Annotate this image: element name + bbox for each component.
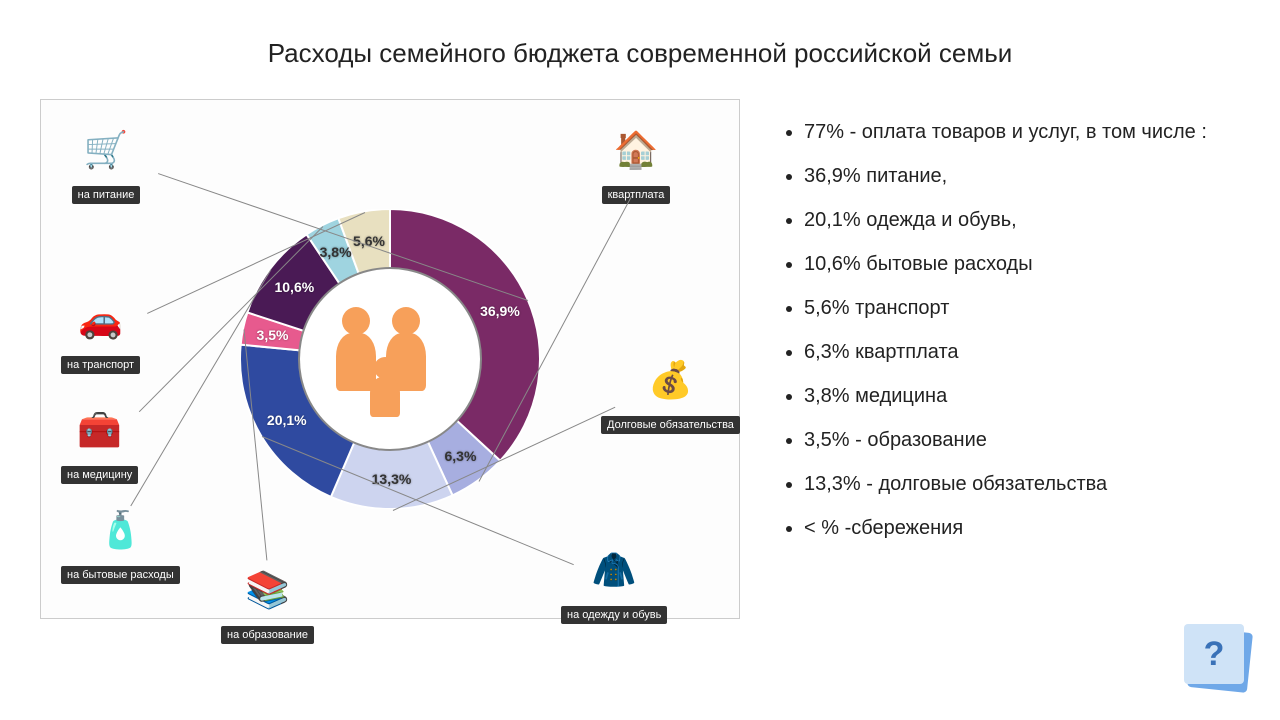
callout-label-food: на питание	[72, 186, 141, 204]
list-item: 36,9% питание,	[804, 163, 1240, 189]
callout-education: 📚 на образование	[221, 560, 314, 644]
list-item: 10,6% бытовые расходы	[804, 251, 1240, 277]
callout-medicine: 🧰 на медицину	[61, 400, 138, 484]
rent-icon: 🏠	[601, 120, 671, 180]
help-button[interactable]: ?	[1178, 618, 1250, 690]
segment-label-household: 10,6%	[274, 279, 314, 295]
donut-center	[300, 269, 480, 449]
segment-label-medicine: 3,8%	[320, 244, 352, 260]
callout-label-clothes: на одежду и обувь	[561, 606, 667, 624]
callout-label-household: на бытовые расходы	[61, 566, 180, 584]
callout-rent: 🏠 квартплата	[601, 120, 671, 204]
callout-debt: 💰 Долговые обязательства	[601, 350, 740, 434]
list-item: 20,1% одежда и обувь,	[804, 207, 1240, 233]
clothes-icon: 🧥	[579, 540, 649, 600]
list-item: 77% - оплата товаров и услуг, в том числ…	[804, 119, 1240, 145]
callout-label-debt: Долговые обязательства	[601, 416, 740, 434]
list-item: 3,5% - образование	[804, 427, 1240, 453]
callout-label-rent: квартплата	[602, 186, 671, 204]
expense-list: 77% - оплата товаров и услуг, в том числ…	[740, 99, 1240, 619]
segment-label-food: 36,9%	[480, 303, 520, 319]
segment-label-rent: 6,3%	[445, 448, 477, 464]
list-item: 5,6% транспорт	[804, 295, 1240, 321]
callout-household: 🧴 на бытовые расходы	[61, 500, 180, 584]
transport-icon: 🚗	[66, 290, 136, 350]
content-row: 36,9%6,3%13,3%20,1%3,5%10,6%3,8%5,6% 🛒на…	[0, 69, 1280, 619]
list-item: 13,3% - долговые обязательства	[804, 471, 1240, 497]
list-item: 3,8% медицина	[804, 383, 1240, 409]
list-item: < % -сбережения	[804, 515, 1240, 541]
callout-transport: 🚗 на транспорт	[61, 290, 140, 374]
callout-label-transport: на транспорт	[61, 356, 140, 374]
callout-food: 🛒 на питание	[71, 120, 141, 204]
donut-chart: 36,9%6,3%13,3%20,1%3,5%10,6%3,8%5,6% 🛒на…	[40, 99, 740, 619]
list-item: 6,3% квартплата	[804, 339, 1240, 365]
page-title: Расходы семейного бюджета современной ро…	[0, 0, 1280, 69]
callout-label-medicine: на медицину	[61, 466, 138, 484]
food-icon: 🛒	[71, 120, 141, 180]
family-icon	[330, 299, 450, 419]
education-icon: 📚	[233, 560, 303, 620]
callout-label-education: на образование	[221, 626, 314, 644]
medicine-icon: 🧰	[65, 400, 135, 460]
question-mark-icon: ?	[1184, 624, 1244, 684]
segment-label-education: 3,5%	[257, 327, 289, 343]
household-icon: 🧴	[85, 500, 155, 560]
segment-label-clothes: 20,1%	[267, 412, 307, 428]
callout-clothes: 🧥 на одежду и обувь	[561, 540, 667, 624]
debt-icon: 💰	[635, 350, 705, 410]
